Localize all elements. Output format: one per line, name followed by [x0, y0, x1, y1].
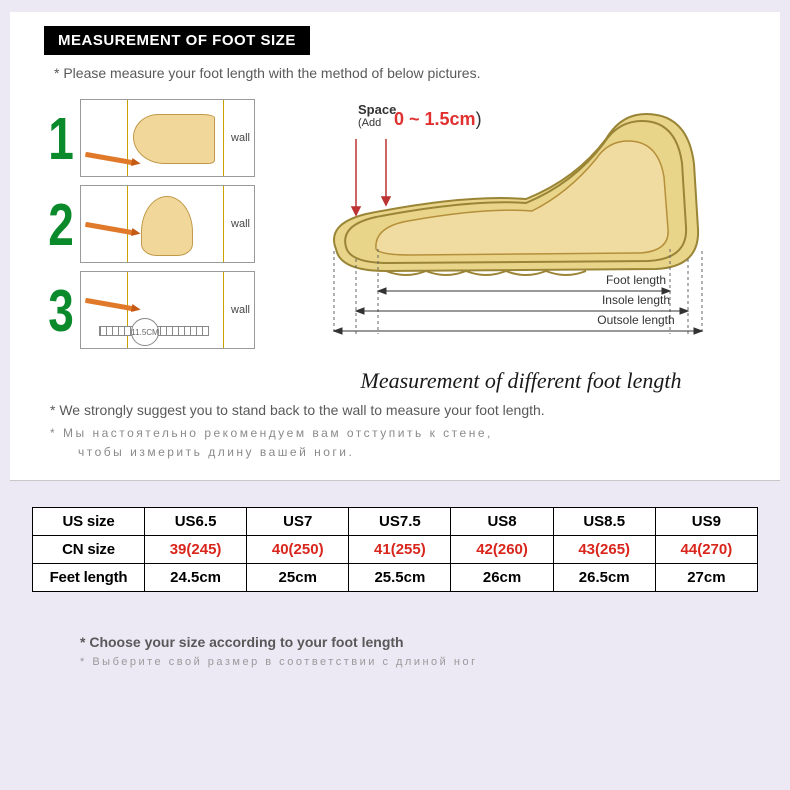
subtitle: * Please measure your foot length with t…: [54, 65, 780, 81]
steps-column: 1 wall 2 w: [34, 99, 310, 349]
size-cell: US9: [655, 508, 757, 536]
step-3: 3 11.5CM wall: [44, 271, 310, 349]
step-diagram: 11.5CM wall: [80, 271, 255, 349]
row-header: US size: [33, 508, 145, 536]
note-ru-line1: * Мы настоятельно рекомендуем вам отступ…: [50, 424, 780, 443]
size-table: US sizeUS6.5US7US7.5US8US8.5US9CN size39…: [32, 507, 758, 592]
size-cell: 26cm: [451, 564, 553, 592]
step-2: 2 wall: [44, 185, 310, 263]
size-cell: 24.5cm: [145, 564, 247, 592]
measure-circle: 11.5CM: [131, 318, 159, 346]
step-number: 3: [44, 280, 78, 340]
space-value: 0 ~ 1.5cm): [394, 109, 482, 130]
note-en: * We strongly suggest you to stand back …: [50, 402, 780, 418]
step-number: 1: [44, 108, 78, 168]
size-cell: US8: [451, 508, 553, 536]
note-ru-line2: чтобы измерить длину вашей ноги.: [50, 443, 780, 462]
wall-label: wall: [231, 132, 250, 144]
size-cell: 27cm: [655, 564, 757, 592]
page: MEASUREMENT OF FOOT SIZE * Please measur…: [0, 0, 790, 790]
step-diagram: wall: [80, 185, 255, 263]
insole-length-label: Insole length: [576, 293, 696, 307]
wall-label: wall: [231, 304, 250, 316]
size-table-wrap: US sizeUS6.5US7US7.5US8US8.5US9CN size39…: [32, 507, 758, 592]
section-title: MEASUREMENT OF FOOT SIZE: [44, 26, 310, 55]
notes-block: * We strongly suggest you to stand back …: [10, 402, 780, 462]
wall-label: wall: [231, 218, 250, 230]
table-row: CN size39(245)40(250)41(255)42(260)43(26…: [33, 536, 758, 564]
size-cell: 25.5cm: [349, 564, 451, 592]
table-row: US sizeUS6.5US7US7.5US8US8.5US9: [33, 508, 758, 536]
bottom-notes: * Choose your size according to your foo…: [80, 634, 780, 668]
size-cell: 26.5cm: [553, 564, 655, 592]
row-header: CN size: [33, 536, 145, 564]
step-number: 2: [44, 194, 78, 254]
size-cell: 42(260): [451, 536, 553, 564]
size-cell: US7.5: [349, 508, 451, 536]
size-cell: US7: [247, 508, 349, 536]
size-cell: 39(245): [145, 536, 247, 564]
row-header: Feet length: [33, 564, 145, 592]
diagrams-row: 1 wall 2 w: [10, 99, 780, 394]
top-card: MEASUREMENT OF FOOT SIZE * Please measur…: [10, 12, 780, 481]
outsole-length-label: Outsole length: [576, 313, 696, 327]
size-cell: 40(250): [247, 536, 349, 564]
size-cell: 44(270): [655, 536, 757, 564]
bottom-note-ru: * Выберите свой размер в соответствии с …: [80, 656, 780, 668]
space-label: Space (Add: [358, 103, 396, 129]
size-cell: 43(265): [553, 536, 655, 564]
shoe-diagram-area: Space (Add 0 ~ 1.5cm): [310, 99, 756, 394]
step-diagram: wall: [80, 99, 255, 177]
bottom-note-en: * Choose your size according to your foo…: [80, 634, 780, 650]
foot-length-label: Foot length: [576, 273, 696, 287]
table-row: Feet length24.5cm25cm25.5cm26cm26.5cm27c…: [33, 564, 758, 592]
size-cell: US6.5: [145, 508, 247, 536]
step-1: 1 wall: [44, 99, 310, 177]
diagram-caption: Measurement of different foot length: [316, 368, 756, 394]
size-cell: US8.5: [553, 508, 655, 536]
size-cell: 25cm: [247, 564, 349, 592]
length-labels: Foot length Insole length Outsole length: [576, 267, 696, 333]
size-cell: 41(255): [349, 536, 451, 564]
